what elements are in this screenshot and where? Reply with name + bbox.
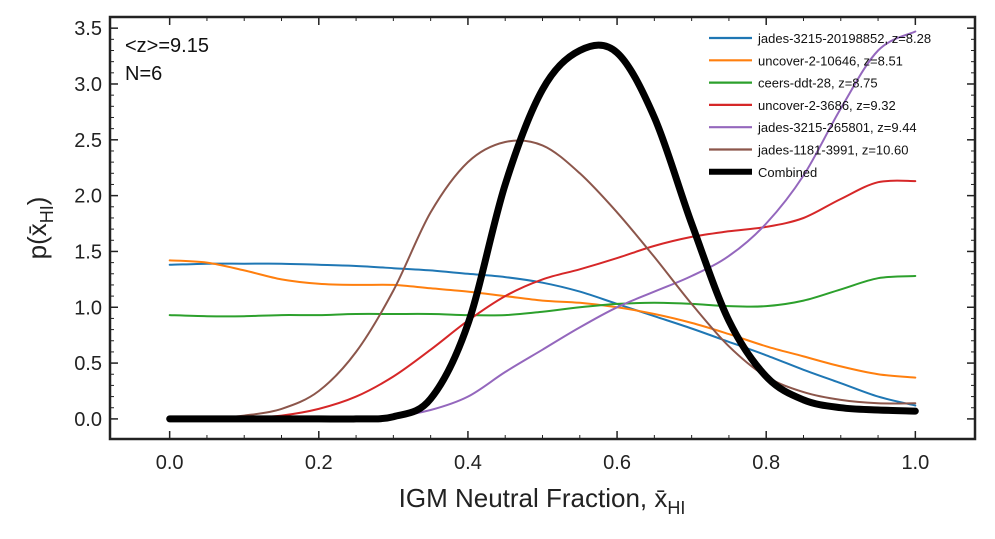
y-axis: 0.0 0.5 1.0 1.5 2.0 2.5 3.0 3.5: [74, 18, 975, 431]
x-axis-title-subscript: HI: [667, 498, 685, 518]
legend-label-uncover-2-3686-z-9-32: uncover-2-3686, z=9.32: [758, 98, 896, 113]
annotation-n: N=6: [125, 63, 162, 85]
y-tick-label: 2.0: [74, 186, 102, 208]
series-line-uncover-2-3686-z-9-32: [168, 179, 917, 420]
series-layer: [166, 30, 919, 423]
annotation-mean-z: <z>=9.15: [125, 35, 209, 57]
x-tick-label: 0.6: [603, 452, 631, 474]
series-line-jades-3215-20198852-z-8-28: [168, 262, 917, 407]
y-tick-label: 2.5: [74, 130, 102, 152]
y-tick-label: 3.0: [74, 74, 102, 96]
legend-label-combined: Combined: [758, 165, 817, 180]
y-tick-label: 1.5: [74, 241, 102, 263]
series-line-combined: [166, 41, 919, 423]
legend-label-ceers-ddt-28-z-8-75: ceers-ddt-28, z=8.75: [758, 76, 878, 91]
legend-label-jades-3215-20198852-z-8-28: jades-3215-20198852, z=8.28: [757, 31, 931, 46]
x-tick-label: 1.0: [901, 452, 929, 474]
x-tick-label: 0.2: [305, 452, 333, 474]
y-tick-label: 0.5: [74, 353, 102, 375]
x-tick-label: 0.8: [752, 452, 780, 474]
legend-label-jades-3215-265801-z-9-44: jades-3215-265801, z=9.44: [757, 120, 917, 135]
x-axis-title: IGM Neutral Fraction, x̄HI: [399, 483, 686, 518]
series-line-jades-1181-3991-z-10-60: [168, 139, 917, 421]
x-axis: 0.0 0.2 0.4 0.6 0.8 1.0: [156, 17, 929, 474]
legend-label-uncover-2-10646-z-8-51: uncover-2-10646, z=8.51: [758, 53, 903, 68]
y-axis-title-close: ): [22, 197, 52, 206]
y-tick-label: 1.0: [74, 297, 102, 319]
y-axis-title-subscript: HI: [37, 205, 57, 223]
legend: jades-3215-20198852, z=8.28 uncover-2-106…: [709, 31, 931, 180]
x-tick-label: 0.0: [156, 452, 184, 474]
y-tick-label: 0.0: [74, 409, 102, 431]
y-axis-title: p(x̄HI): [22, 197, 57, 260]
y-tick-label: 3.5: [74, 18, 102, 40]
legend-label-jades-1181-3991-z-10-60: jades-1181-3991, z=10.60: [757, 143, 908, 158]
series-line-uncover-2-10646-z-8-51: [168, 259, 917, 379]
series-line-ceers-ddt-28-z-8-75: [168, 275, 917, 318]
x-tick-label: 0.4: [454, 452, 482, 474]
